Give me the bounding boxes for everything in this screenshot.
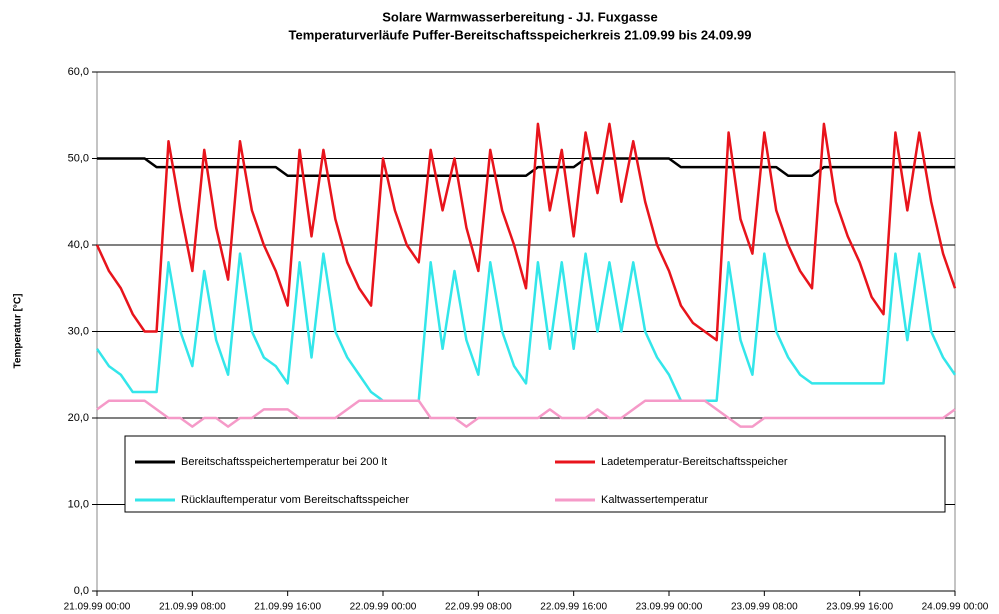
x-tick-label: 22.09.99 16:00: [540, 602, 607, 613]
series-line: [97, 157, 955, 178]
legend-label: Bereitschaftsspeichertemperatur bei 200 …: [181, 456, 387, 468]
x-tick-label: 24.09.99 00:00: [922, 602, 989, 613]
x-tick-label: 23.09.99 16:00: [826, 602, 893, 613]
x-tick-label: 22.09.99 08:00: [445, 602, 512, 613]
legend-label: Rücklauftemperatur vom Bereitschaftsspei…: [181, 494, 409, 506]
x-tick-label: 23.09.99 00:00: [636, 602, 703, 613]
y-tick-label: 50,0: [68, 152, 89, 164]
y-axis-label: Temperatur [°C]: [13, 294, 24, 369]
series-line: [95, 122, 957, 342]
x-tick-label: 21.09.99 00:00: [64, 602, 131, 613]
legend-label: Ladetemperatur-Bereitschaftsspeicher: [601, 456, 788, 468]
y-tick-label: 20,0: [68, 412, 89, 424]
y-tick-label: 60,0: [68, 66, 89, 78]
y-tick-label: 0,0: [74, 585, 89, 597]
x-tick-label: 21.09.99 08:00: [159, 602, 226, 613]
y-tick-label: 30,0: [68, 325, 89, 337]
chart-subtitle: Temperaturverläufe Puffer-Bereitschaftss…: [289, 27, 752, 42]
x-tick-label: 22.09.99 00:00: [350, 602, 417, 613]
chart-title: Solare Warmwasserbereitung - JJ. Fuxgass…: [382, 9, 658, 24]
x-tick-label: 21.09.99 16:00: [254, 602, 321, 613]
y-tick-label: 40,0: [68, 239, 89, 251]
y-tick-label: 10,0: [68, 498, 89, 510]
legend-label: Kaltwassertemperatur: [601, 494, 708, 506]
x-tick-label: 23.09.99 08:00: [731, 602, 798, 613]
series-line: [96, 399, 956, 428]
series-line: [95, 252, 957, 402]
legend-box: [124, 435, 946, 513]
